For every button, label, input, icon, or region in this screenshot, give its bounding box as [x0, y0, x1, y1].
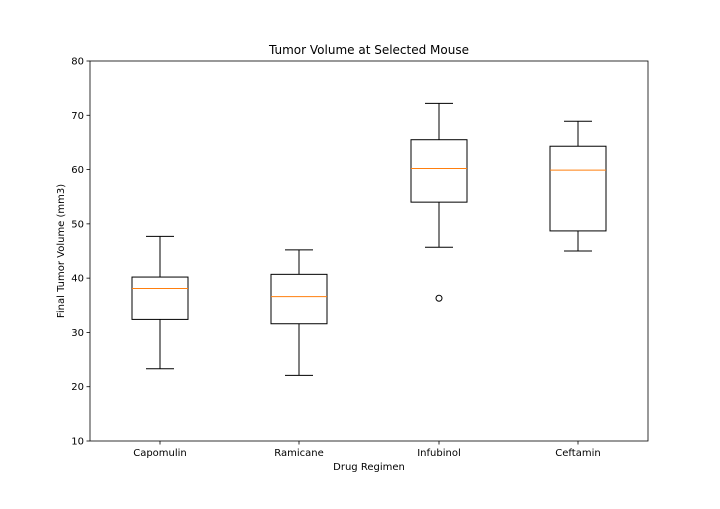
iqr-box	[270, 273, 328, 325]
x-tick-label: Ceftamin	[555, 448, 600, 459]
y-tick-label: 20	[71, 382, 84, 393]
y-tick-label: 10	[71, 437, 84, 448]
y-tick-label: 50	[71, 219, 84, 230]
iqr-box	[131, 276, 189, 320]
x-tick-label: Capomulin	[133, 448, 187, 459]
box-capomulin	[131, 235, 189, 370]
y-tick-label: 30	[71, 328, 84, 339]
x-tick-label: Infubinol	[417, 448, 461, 459]
iqr-box	[549, 145, 607, 232]
box-ramicane	[270, 249, 328, 376]
y-axis-label: Final Tumor Volume (mm3)	[56, 184, 67, 318]
x-tick-label: Ramicane	[274, 448, 324, 459]
y-tick-label: 40	[71, 274, 84, 285]
chart-title: Tumor Volume at Selected Mouse	[268, 43, 469, 57]
y-tick-label: 80	[71, 57, 84, 68]
x-axis: Capomulin Ramicane Infubinol Ceftamin	[133, 441, 601, 459]
plot-area-frame	[89, 60, 649, 442]
x-axis-label: Drug Regimen	[333, 462, 405, 473]
y-tick-label: 60	[71, 165, 84, 176]
box-ceftamin	[549, 120, 607, 252]
box-series	[131, 102, 607, 376]
box-infubinol	[410, 102, 468, 302]
y-tick-label: 70	[71, 111, 84, 122]
iqr-box	[410, 139, 468, 203]
outlier-point	[435, 294, 443, 302]
y-axis: 10 20 30 40 50 60 70 80	[71, 57, 90, 448]
